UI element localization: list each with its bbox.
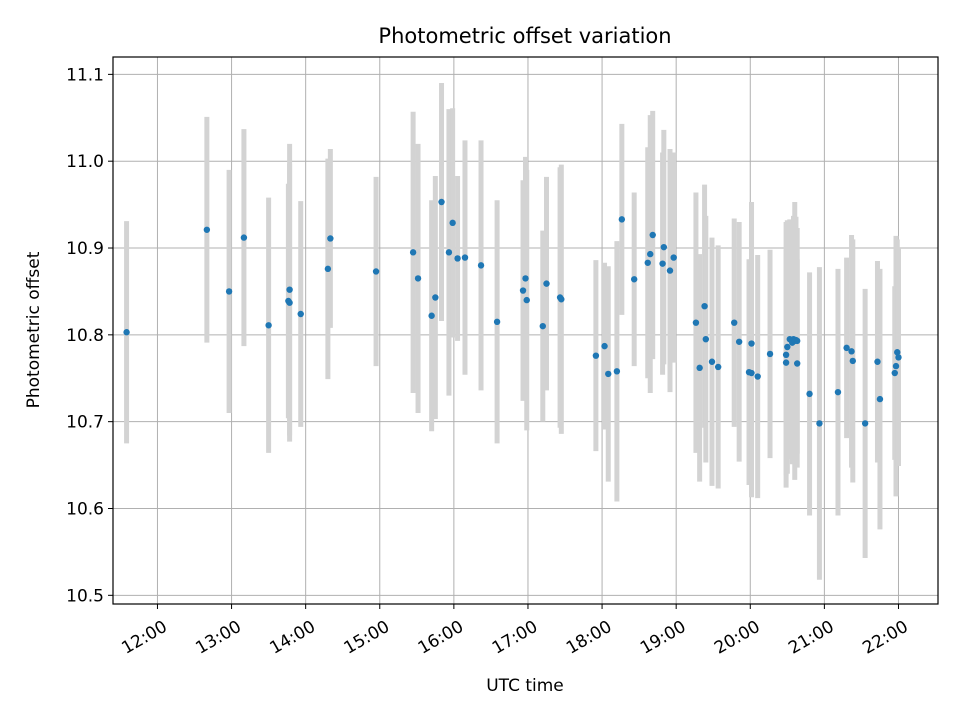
data-point	[613, 368, 621, 375]
data-point	[647, 250, 654, 258]
data-point	[123, 329, 130, 336]
y-tick-label: 10.6	[66, 499, 104, 519]
data-point	[834, 388, 842, 396]
data-point	[708, 358, 716, 365]
data-point	[372, 268, 380, 275]
data-point	[605, 370, 612, 378]
data-point	[539, 322, 546, 330]
data-point	[748, 369, 755, 377]
data-point	[649, 231, 656, 239]
data-point	[766, 350, 774, 358]
data-point	[324, 265, 332, 273]
data-point	[558, 296, 565, 303]
data-point	[660, 243, 668, 251]
data-point	[265, 322, 272, 329]
data-point	[240, 234, 248, 241]
data-point	[445, 249, 453, 256]
plot-frame	[112, 56, 939, 605]
data-point	[659, 260, 666, 267]
data-point	[670, 254, 677, 261]
data-point	[286, 299, 293, 306]
data-point	[409, 249, 417, 256]
data-point	[523, 296, 530, 304]
data-point	[297, 310, 304, 318]
chart-title: Photometric offset variation	[378, 24, 671, 48]
data-point	[784, 343, 791, 351]
data-point	[849, 357, 856, 365]
data-point	[225, 288, 233, 295]
data-point	[493, 318, 501, 326]
data-point	[630, 276, 638, 283]
data-point	[432, 294, 439, 301]
data-point	[414, 275, 422, 282]
data-point	[874, 358, 881, 365]
data-point	[327, 235, 334, 242]
data-point	[891, 369, 898, 377]
data-point	[522, 275, 529, 282]
y-tick-label: 10.5	[66, 586, 104, 606]
data-point	[843, 344, 850, 352]
data-point	[428, 312, 435, 319]
data-point	[618, 216, 626, 223]
data-point	[876, 395, 884, 403]
data-point	[754, 373, 761, 380]
data-point	[203, 226, 211, 233]
data-point	[644, 259, 651, 266]
y-tick-label: 11.0	[66, 152, 104, 172]
data-point	[895, 354, 902, 361]
data-point	[449, 219, 456, 227]
data-point	[794, 360, 801, 367]
y-tick-label: 10.7	[66, 413, 104, 433]
data-point	[592, 352, 600, 359]
y-tick-label: 11.1	[66, 65, 104, 85]
x-axis-label: UTC time	[486, 676, 564, 696]
y-axis-label: Photometric offset	[24, 251, 44, 408]
data-point	[782, 359, 790, 366]
y-tick-label: 10.8	[66, 326, 104, 346]
y-axis-ticks: 10.5 10.6 10.7 10.8 10.9 11.0 11.1	[66, 65, 113, 606]
data-point	[692, 319, 700, 326]
data-point	[438, 198, 445, 206]
data-point	[286, 286, 293, 293]
data-point	[702, 335, 710, 343]
data-points	[123, 198, 902, 427]
data-point	[666, 267, 674, 274]
data-point	[794, 337, 801, 345]
data-point	[806, 390, 813, 398]
data-point	[892, 362, 900, 370]
data-point	[543, 280, 550, 287]
y-tick-label: 10.9	[66, 239, 104, 259]
data-point	[848, 348, 855, 355]
data-point	[894, 349, 901, 356]
data-point	[861, 420, 869, 427]
data-point	[601, 342, 608, 350]
data-point	[477, 262, 485, 269]
data-point	[696, 364, 703, 372]
data-point	[731, 319, 738, 326]
data-point	[816, 420, 823, 427]
data-point	[701, 302, 708, 310]
data-point	[735, 338, 743, 345]
data-point	[782, 351, 790, 359]
data-point	[748, 340, 755, 347]
data-point	[519, 287, 527, 294]
data-point	[714, 363, 722, 371]
data-point	[461, 254, 469, 261]
data-point	[454, 255, 461, 262]
